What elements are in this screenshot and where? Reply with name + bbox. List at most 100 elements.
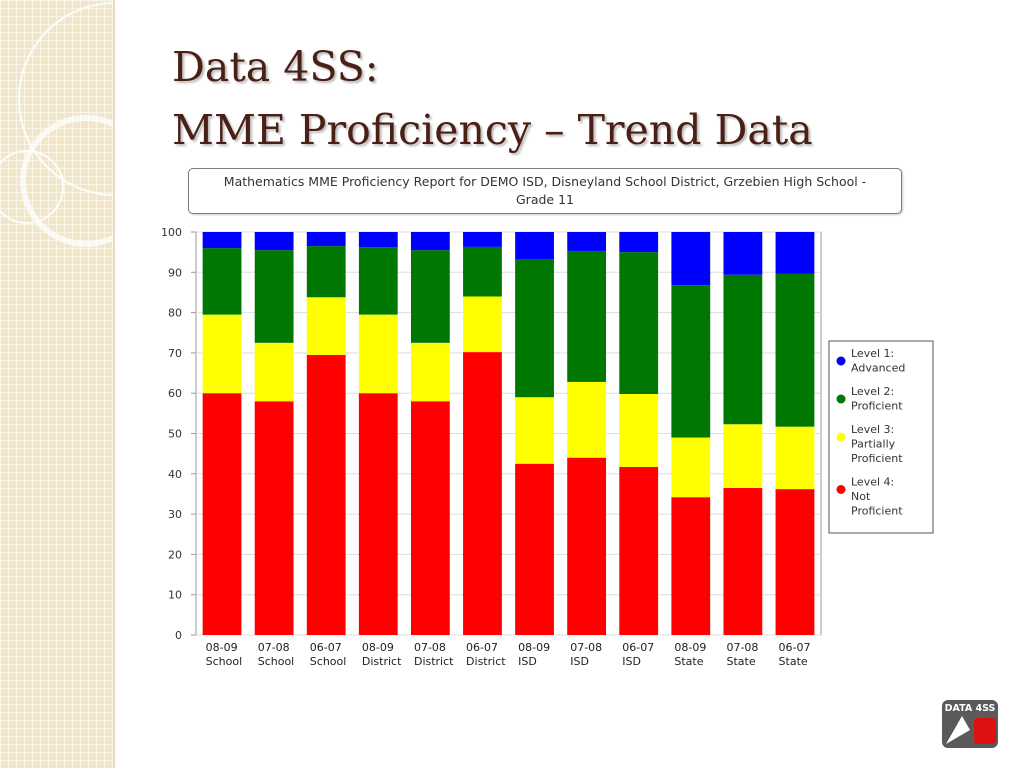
bar-segment — [358, 314, 398, 394]
bar-segment — [567, 232, 607, 251]
bar-segment — [515, 463, 554, 635]
x-tick-label: 06-07 — [310, 641, 342, 654]
logo-shape — [946, 716, 970, 744]
bar-segment — [202, 248, 242, 315]
bar-segment — [306, 354, 346, 635]
bar-segment — [723, 487, 763, 635]
bar-segment — [410, 342, 450, 402]
bar-segment — [202, 232, 242, 249]
bar-segment — [515, 397, 554, 464]
data4ss-logo: DATA 4SS — [942, 700, 998, 748]
slide-title-line: MME Proficiency – Trend Data — [172, 106, 813, 154]
legend-label: Proficient — [851, 400, 903, 413]
slide-title: Data 4SS: MME Proficiency – Trend Data — [172, 36, 813, 162]
bar-segment — [775, 232, 815, 274]
bar-segment — [515, 232, 554, 260]
decorative-sidebar — [0, 0, 113, 768]
bar-segment — [358, 232, 398, 248]
x-tick-label: ISD — [518, 655, 537, 668]
legend-label: Not — [851, 490, 871, 503]
y-tick-label: 60 — [168, 387, 182, 400]
bar-segment — [306, 232, 346, 247]
bar-segment — [410, 232, 450, 251]
legend-label: Level 3: — [851, 423, 894, 436]
bar-segment — [567, 457, 607, 635]
legend-label: Partially — [851, 438, 896, 451]
bar-segment — [306, 297, 346, 355]
y-tick-label: 100 — [161, 226, 182, 239]
bar-segment — [202, 393, 242, 635]
bar-segment — [254, 232, 294, 251]
bar-segment — [671, 437, 711, 498]
bar-segment — [619, 252, 659, 395]
bar-segment — [619, 394, 659, 467]
bar-segment — [202, 314, 242, 394]
legend-label: Advanced — [851, 362, 905, 375]
x-tick-label: School — [258, 655, 295, 668]
bar-segment — [515, 259, 554, 398]
bar-segment — [671, 285, 711, 438]
x-tick-label: State — [674, 655, 703, 668]
y-tick-label: 80 — [168, 307, 182, 320]
bar-segment — [723, 232, 763, 275]
bar-segment — [775, 489, 815, 635]
x-tick-label: State — [779, 655, 808, 668]
bar-segment — [254, 342, 294, 402]
legend-label: Level 1: — [851, 347, 894, 360]
legend-marker — [836, 485, 846, 494]
y-tick-label: 70 — [168, 347, 182, 360]
bar-segment — [463, 296, 502, 353]
sidebar-divider — [113, 0, 115, 768]
bar-segment — [775, 426, 815, 490]
y-tick-label: 90 — [168, 266, 182, 279]
x-tick-label: 06-07 — [466, 641, 498, 654]
x-tick-label: District — [466, 655, 506, 668]
bar-segment — [671, 497, 711, 635]
bar-segment — [410, 401, 450, 635]
bar-segment — [775, 273, 815, 427]
slide-title-line: Data 4SS: — [172, 43, 379, 91]
legend-marker — [836, 394, 846, 404]
x-tick-label: 08-09 — [362, 641, 394, 654]
bar-segment — [463, 246, 502, 297]
x-tick-label: School — [206, 655, 243, 668]
bar-segment — [567, 250, 607, 382]
y-tick-label: 30 — [168, 508, 182, 521]
legend-label: Proficient — [851, 452, 903, 465]
x-tick-label: School — [310, 655, 347, 668]
bar-segment — [358, 393, 398, 635]
y-tick-label: 40 — [168, 468, 182, 481]
bar-segment — [254, 250, 294, 343]
x-tick-label: 07-08 — [570, 641, 602, 654]
stacked-bar-chart: 010203040506070809010008-09School07-08Sc… — [161, 226, 934, 668]
bar-segment — [671, 232, 711, 286]
logo-text: DATA 4SS — [945, 703, 996, 714]
bar-segment — [254, 401, 294, 635]
x-tick-label: District — [414, 655, 454, 668]
chart-title: Mathematics MME Proficiency Report for D… — [223, 174, 867, 207]
x-tick-label: 08-09 — [674, 641, 706, 654]
y-tick-label: 0 — [175, 629, 182, 642]
x-tick-label: District — [362, 655, 402, 668]
x-tick-label: 07-08 — [258, 641, 290, 654]
bar-segment — [619, 466, 659, 635]
bar-segment — [463, 352, 502, 635]
logo-shape — [974, 718, 996, 744]
legend-marker — [836, 356, 846, 366]
legend-label: Level 4: — [851, 476, 894, 489]
x-tick-label: State — [726, 655, 755, 668]
x-tick-label: 08-09 — [518, 641, 550, 654]
chart-title-box: Mathematics MME Proficiency Report for D… — [188, 168, 902, 214]
x-tick-label: 07-08 — [726, 641, 758, 654]
x-tick-label: 07-08 — [414, 641, 446, 654]
x-tick-label: ISD — [570, 655, 589, 668]
y-tick-label: 10 — [168, 589, 182, 602]
legend-marker — [836, 432, 846, 442]
bar-segment — [723, 424, 763, 488]
x-tick-label: 06-07 — [622, 641, 654, 654]
x-tick-label: 06-07 — [779, 641, 811, 654]
bar-segment — [567, 381, 607, 458]
x-tick-label: 08-09 — [206, 641, 238, 654]
y-tick-label: 50 — [168, 428, 182, 441]
bar-segment — [619, 232, 659, 253]
